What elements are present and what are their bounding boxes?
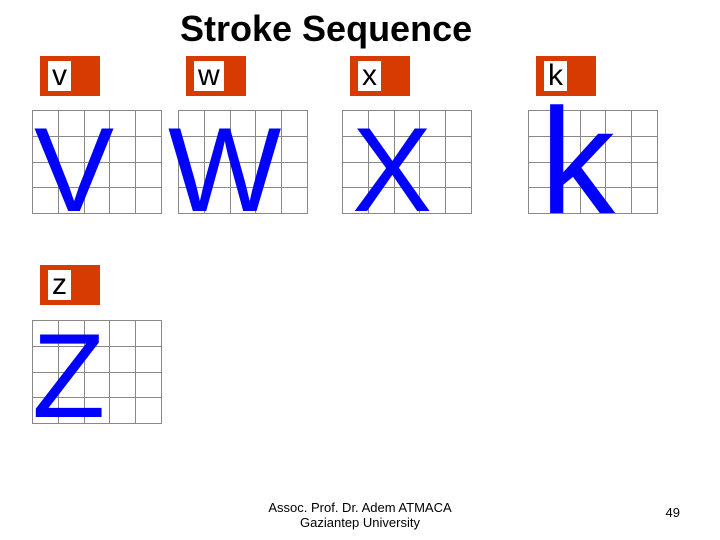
footer-author: Assoc. Prof. Dr. Adem ATMACA Gaziantep U… <box>268 500 451 530</box>
page-number: 49 <box>666 505 680 520</box>
label-w-text: w <box>194 61 224 91</box>
page-title: Stroke Sequence <box>180 8 472 50</box>
footer-line2: Gaziantep University <box>268 515 451 530</box>
glyph-x: X <box>352 110 432 230</box>
footer-line1: Assoc. Prof. Dr. Adem ATMACA <box>268 500 451 515</box>
label-z: z <box>40 265 100 305</box>
glyph-z: Z <box>32 316 105 436</box>
label-w: w <box>186 56 246 96</box>
glyph-k: k <box>540 86 615 236</box>
label-x-text: x <box>358 61 381 91</box>
glyph-w: W <box>168 110 281 230</box>
label-x: x <box>350 56 410 96</box>
label-v-text: v <box>48 61 71 91</box>
label-z-text: z <box>48 270 71 300</box>
glyph-v: V <box>34 110 114 230</box>
label-v: v <box>40 56 100 96</box>
